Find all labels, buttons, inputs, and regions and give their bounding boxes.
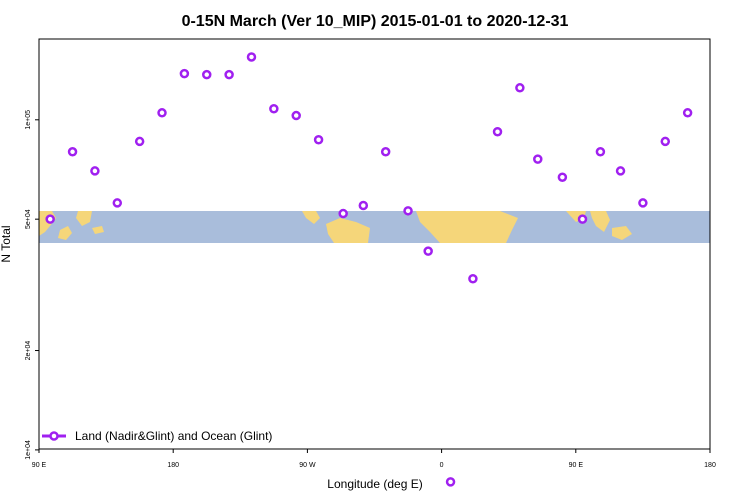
data-point — [67, 147, 78, 157]
data-point — [423, 246, 433, 256]
map-ocean — [39, 211, 710, 243]
world-map-strip — [39, 211, 710, 243]
data-point — [202, 69, 212, 80]
y-tick-label: 5e+04 — [25, 209, 32, 229]
data-point — [638, 198, 648, 208]
legend: Land (Nadir&Glint) and Ocean (Glint) — [42, 429, 272, 443]
x-tick-label: 90 E — [569, 462, 584, 469]
chart-title: 0-15N March (Ver 10_MIP) 2015-01-01 to 2… — [182, 13, 569, 30]
data-point — [224, 69, 234, 80]
data-point — [380, 147, 391, 157]
data-point — [515, 83, 525, 93]
data-point — [577, 214, 588, 224]
plot-frame — [38, 38, 711, 450]
data-point — [269, 104, 279, 114]
map-land-indonesia — [58, 226, 72, 240]
map-land-borneo — [76, 211, 92, 226]
x-tick-label: 90 W — [299, 462, 316, 469]
data-point — [403, 206, 413, 216]
x-axis-label: Longitude (deg E) — [327, 477, 422, 491]
x-tick-label: 180 — [167, 462, 179, 469]
data-point — [313, 135, 324, 145]
data-point — [468, 273, 478, 284]
map-land-south-america — [326, 218, 370, 243]
data-point — [246, 52, 257, 62]
map-land-central-america — [302, 211, 320, 224]
scatter-points — [45, 52, 693, 487]
data-point — [492, 127, 503, 137]
data-point — [445, 477, 456, 487]
x-tick-label: 180 — [704, 462, 716, 469]
x-tick-label: 90 E — [32, 462, 47, 469]
y-tick-label: 2e+04 — [25, 341, 32, 361]
x-tick-label: 0 — [440, 462, 444, 469]
map-land-africa — [416, 211, 518, 243]
map-land-south-east-asia — [590, 211, 610, 232]
y-axis: 1e+04 2e+04 5e+04 1e+05 — [25, 110, 39, 460]
y-tick-label: 1e+05 — [25, 110, 32, 130]
data-point — [660, 136, 671, 147]
legend-label: Land (Nadir&Glint) and Ocean (Glint) — [75, 429, 272, 443]
data-point — [615, 166, 626, 176]
x-axis: 90 E 180 90 W 0 90 E 180 — [32, 449, 716, 469]
data-point — [595, 147, 606, 157]
data-point — [682, 108, 693, 118]
y-tick-label: 1e+04 — [25, 440, 32, 460]
data-point — [557, 172, 568, 182]
map-land-new-guinea — [92, 226, 104, 234]
data-point — [157, 108, 167, 118]
data-point — [358, 200, 369, 211]
data-point — [291, 110, 301, 121]
data-point — [112, 198, 123, 208]
data-point — [179, 68, 190, 79]
data-point — [533, 154, 543, 164]
data-point — [45, 214, 55, 224]
data-point — [134, 136, 145, 147]
y-axis-label: N Total — [0, 225, 13, 262]
data-point — [90, 166, 100, 176]
legend-marker — [49, 431, 59, 441]
data-point — [338, 208, 348, 219]
map-land-indonesia-2 — [612, 226, 632, 240]
